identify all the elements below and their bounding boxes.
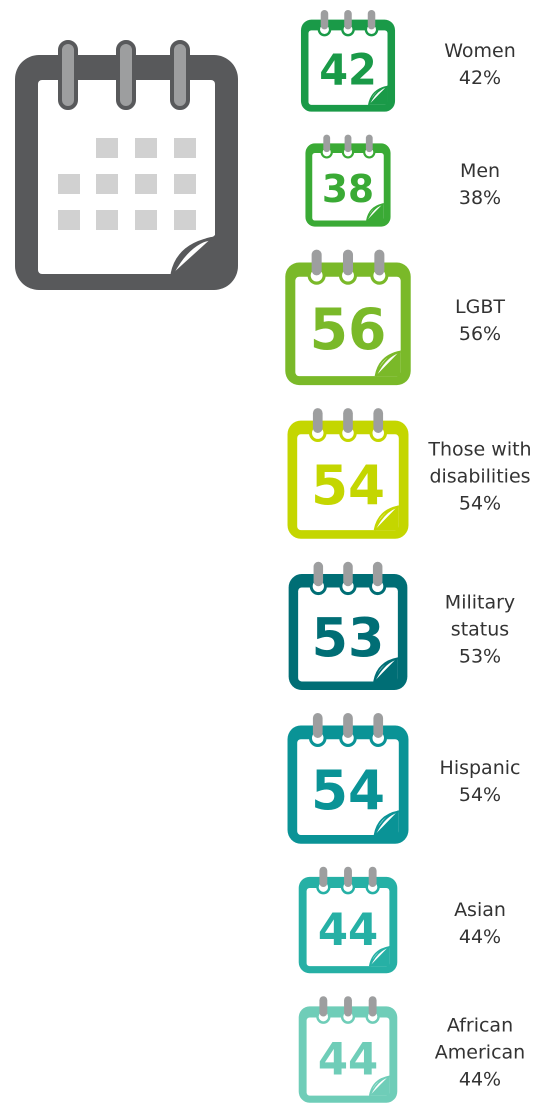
icon-page bbox=[306, 1017, 390, 1096]
label-block: Asian 44% bbox=[416, 897, 544, 951]
icon-page bbox=[308, 30, 388, 105]
label-block: LGBT 56% bbox=[416, 294, 544, 348]
value-label: 38% bbox=[458, 186, 502, 209]
ring bbox=[312, 408, 323, 434]
ring bbox=[365, 134, 373, 153]
icon-page bbox=[306, 888, 390, 967]
label-block: Women 42% bbox=[416, 38, 544, 92]
calendar-icon: 38 bbox=[305, 134, 391, 227]
label-block: Hispanic 54% bbox=[416, 755, 544, 809]
ring bbox=[372, 561, 383, 587]
calendar-icon: 56 bbox=[285, 249, 411, 386]
ring bbox=[319, 866, 328, 888]
ring bbox=[343, 713, 353, 738]
ring bbox=[367, 10, 376, 30]
icon-page bbox=[298, 587, 398, 682]
ring bbox=[344, 10, 352, 30]
label-block: African American 44% bbox=[416, 1013, 544, 1094]
label-block: Those with disabilities 54% bbox=[416, 437, 544, 518]
calendar-icon: 44 bbox=[298, 996, 398, 1103]
ring bbox=[344, 866, 352, 888]
value-label: 42% bbox=[458, 66, 502, 89]
ring bbox=[368, 866, 377, 888]
category-label: African American bbox=[434, 1014, 526, 1064]
icon-page bbox=[312, 153, 384, 221]
page-curl bbox=[375, 350, 401, 377]
value-label: 56% bbox=[458, 323, 502, 346]
value-label: 44% bbox=[458, 1068, 502, 1091]
ring bbox=[373, 408, 384, 434]
ring bbox=[344, 134, 352, 153]
ring bbox=[313, 561, 324, 587]
page-curl-fold bbox=[373, 810, 400, 836]
page-curl-fold bbox=[368, 85, 388, 106]
page-curl-fold bbox=[368, 1075, 390, 1096]
ring bbox=[311, 249, 322, 276]
ring bbox=[368, 996, 377, 1017]
calendar-icon: 54 bbox=[287, 408, 409, 539]
icon-page bbox=[297, 434, 399, 531]
page-curl-fold bbox=[374, 350, 401, 377]
page-curl-fold bbox=[366, 203, 384, 221]
calendar-icon: 54 bbox=[287, 713, 409, 844]
icon-number: 54 bbox=[311, 453, 385, 517]
ring bbox=[319, 996, 328, 1017]
ring bbox=[343, 408, 353, 434]
icon-number: 44 bbox=[318, 1034, 378, 1086]
page-curl-fold bbox=[373, 657, 399, 682]
icon-number: 42 bbox=[319, 45, 377, 95]
value-label: 44% bbox=[458, 925, 502, 948]
calendar-icon: 53 bbox=[288, 561, 408, 691]
value-label: 54% bbox=[458, 492, 502, 515]
label-block: Military status 53% bbox=[416, 589, 544, 670]
hero-calendar bbox=[15, 40, 238, 290]
icon-number: 56 bbox=[310, 297, 387, 363]
calendar-icon: 44 bbox=[298, 866, 398, 974]
page-curl-fold bbox=[373, 505, 400, 531]
value-label: 53% bbox=[458, 645, 502, 668]
icon-number: 53 bbox=[312, 607, 385, 669]
ring bbox=[342, 249, 354, 276]
category-label: Asian bbox=[454, 898, 506, 921]
label-block: Men 38% bbox=[416, 158, 544, 212]
category-label: LGBT bbox=[455, 296, 505, 319]
icon-number: 54 bbox=[311, 758, 385, 822]
ring bbox=[374, 249, 385, 276]
ring bbox=[344, 996, 352, 1017]
category-label: Women bbox=[444, 39, 516, 62]
ring bbox=[343, 561, 353, 587]
icon-page bbox=[297, 739, 399, 836]
category-label: Those with disabilities bbox=[428, 438, 532, 488]
ring bbox=[320, 10, 329, 30]
page-curl-fold bbox=[368, 946, 390, 967]
ring bbox=[323, 134, 331, 153]
category-label: Hispanic bbox=[439, 757, 521, 780]
category-label: Military status bbox=[444, 591, 516, 641]
icon-number: 44 bbox=[318, 904, 378, 956]
category-label: Men bbox=[459, 159, 501, 182]
icon-page bbox=[295, 276, 401, 377]
icon-number: 38 bbox=[322, 167, 374, 212]
ring bbox=[373, 713, 384, 738]
ring bbox=[312, 713, 323, 738]
calendar-icon: 42 bbox=[300, 10, 396, 112]
value-label: 54% bbox=[458, 784, 502, 807]
